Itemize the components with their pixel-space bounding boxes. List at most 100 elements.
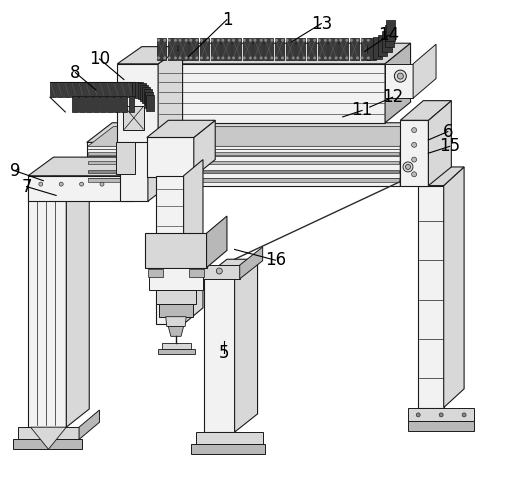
Polygon shape [189,38,198,60]
Text: 9: 9 [10,162,20,180]
Circle shape [291,56,294,59]
Polygon shape [78,82,83,97]
Text: 12: 12 [381,88,403,106]
Polygon shape [239,247,262,279]
Polygon shape [147,137,193,177]
Polygon shape [158,64,384,123]
Circle shape [242,56,245,59]
Circle shape [334,39,337,42]
Circle shape [157,39,160,42]
Circle shape [306,39,309,42]
Circle shape [366,56,369,59]
Circle shape [338,39,342,42]
Polygon shape [162,343,191,349]
Polygon shape [158,43,410,64]
Polygon shape [79,410,99,439]
Polygon shape [148,56,168,201]
Circle shape [280,56,284,59]
Polygon shape [384,26,393,47]
Polygon shape [285,38,294,60]
Circle shape [306,56,309,59]
Circle shape [100,182,104,186]
Circle shape [397,73,403,79]
Polygon shape [183,160,203,324]
Circle shape [411,157,416,162]
Circle shape [274,39,277,42]
Circle shape [178,56,181,59]
Circle shape [253,56,256,59]
Circle shape [334,56,337,59]
Circle shape [221,56,224,59]
Circle shape [174,39,177,42]
Circle shape [328,39,331,42]
Circle shape [167,56,171,59]
Circle shape [253,39,256,42]
Polygon shape [144,89,152,105]
Circle shape [39,182,43,186]
Polygon shape [428,101,450,186]
Circle shape [302,39,305,42]
Text: 11: 11 [351,102,372,119]
Circle shape [405,164,410,169]
Circle shape [227,39,230,42]
Circle shape [238,39,241,42]
Polygon shape [400,123,425,186]
Polygon shape [128,96,134,112]
Circle shape [232,56,235,59]
Polygon shape [204,277,234,432]
Circle shape [345,56,348,59]
Polygon shape [317,38,326,60]
Circle shape [323,39,326,42]
Polygon shape [377,35,386,56]
Polygon shape [50,82,55,97]
Circle shape [323,56,326,59]
Circle shape [216,268,222,274]
Polygon shape [210,38,219,60]
Circle shape [242,39,245,42]
Polygon shape [86,96,92,112]
Circle shape [296,56,299,59]
Polygon shape [193,120,215,177]
Polygon shape [85,82,91,97]
Circle shape [200,56,203,59]
Polygon shape [13,439,81,449]
Circle shape [366,39,369,42]
Circle shape [264,39,267,42]
Circle shape [317,56,320,59]
Circle shape [195,56,198,59]
Circle shape [248,56,251,59]
Polygon shape [149,268,203,290]
Circle shape [296,39,299,42]
Circle shape [328,56,331,59]
Circle shape [227,56,230,59]
Circle shape [238,56,241,59]
Circle shape [189,56,192,59]
Polygon shape [87,142,400,186]
Circle shape [270,39,273,42]
Text: 6: 6 [442,123,452,140]
Circle shape [438,413,442,417]
Polygon shape [385,20,394,41]
Polygon shape [88,178,399,182]
Polygon shape [360,38,369,60]
Polygon shape [400,101,450,120]
Circle shape [174,56,177,59]
Circle shape [216,39,219,42]
Circle shape [120,182,124,186]
Polygon shape [204,259,257,277]
Circle shape [313,56,316,59]
Circle shape [355,56,358,59]
Polygon shape [384,64,412,98]
Polygon shape [417,167,463,186]
Polygon shape [384,43,410,123]
Circle shape [411,128,416,133]
Circle shape [349,56,352,59]
Circle shape [184,39,187,42]
Circle shape [232,39,235,42]
Circle shape [259,56,262,59]
Polygon shape [79,96,84,112]
Polygon shape [159,304,192,317]
Polygon shape [296,38,305,60]
Polygon shape [28,176,132,201]
Polygon shape [412,44,435,98]
